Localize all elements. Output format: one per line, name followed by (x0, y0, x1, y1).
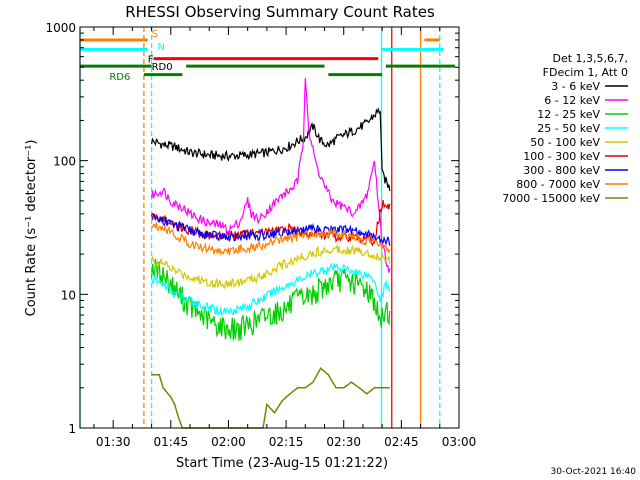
timestamp: 30-Oct-2021 16:40 (551, 467, 637, 477)
legend-label-1: 3 - 6 keV (551, 80, 600, 93)
x-axis-label: Start Time (23-Aug-15 01:21:22) (176, 456, 388, 471)
legend-header-2: FDecim 1, Att 0 (543, 66, 628, 79)
legend-label-3: 12 - 25 keV (537, 108, 600, 121)
legend-label-4: 25 - 50 keV (537, 122, 600, 135)
flag-label-rd0: RD0 (152, 62, 173, 73)
series-line-8 (151, 222, 391, 256)
x-tick-label-4: 02:15 (269, 435, 304, 449)
chart-title: RHESSI Observing Summary Count Rates (125, 3, 435, 21)
flag-label-n: N (157, 42, 164, 53)
series-line-4 (151, 262, 391, 317)
flag-label-f: F (148, 55, 154, 66)
x-tick-label-5: 02:30 (326, 435, 361, 449)
legend: Det 1,3,5,6,7, FDecim 1, Att 0 3 - 6 keV… (502, 52, 628, 205)
legend-header-1: Det 1,3,5,6,7, (552, 52, 628, 65)
axes: 1 10 100 1000 01:30 01:45 02:00 02:15 02:30 02:45… (45, 21, 476, 449)
series-line-9 (151, 366, 390, 429)
series-line-5 (151, 243, 391, 290)
legend-label-7: 300 - 800 keV (523, 164, 600, 177)
x-tick-label-6: 02:45 (384, 435, 419, 449)
y-tick-label-2: 10 (61, 288, 76, 302)
series-line-7 (151, 212, 391, 246)
flag-label-rd6: RD6 (109, 72, 130, 83)
legend-label-5: 50 - 100 keV (530, 136, 600, 149)
y-tick-label-1: 1 (68, 422, 76, 436)
y-tick-label-4: 1000 (45, 21, 76, 35)
x-tick-label-7: 03:00 (442, 435, 477, 449)
x-tick-label-3: 02:00 (211, 435, 246, 449)
series-line-2 (151, 77, 391, 273)
legend-label-8: 800 - 7000 keV (516, 178, 600, 191)
x-tick-label-2: 01:45 (154, 435, 189, 449)
y-tick-label-3: 100 (53, 155, 76, 169)
plot-frame (79, 26, 460, 429)
legend-label-6: 100 - 300 keV (523, 150, 600, 163)
x-tick-label-1: 01:30 (96, 435, 131, 449)
flag-label-s: S (152, 29, 158, 40)
y-axis-label: Count Rate (s⁻¹ detector⁻¹) (24, 140, 39, 317)
series-line-3 (151, 258, 391, 341)
series-line-1 (151, 107, 391, 192)
legend-label-2: 6 - 12 keV (544, 94, 600, 107)
legend-label-9: 7000 - 15000 keV (502, 192, 600, 205)
